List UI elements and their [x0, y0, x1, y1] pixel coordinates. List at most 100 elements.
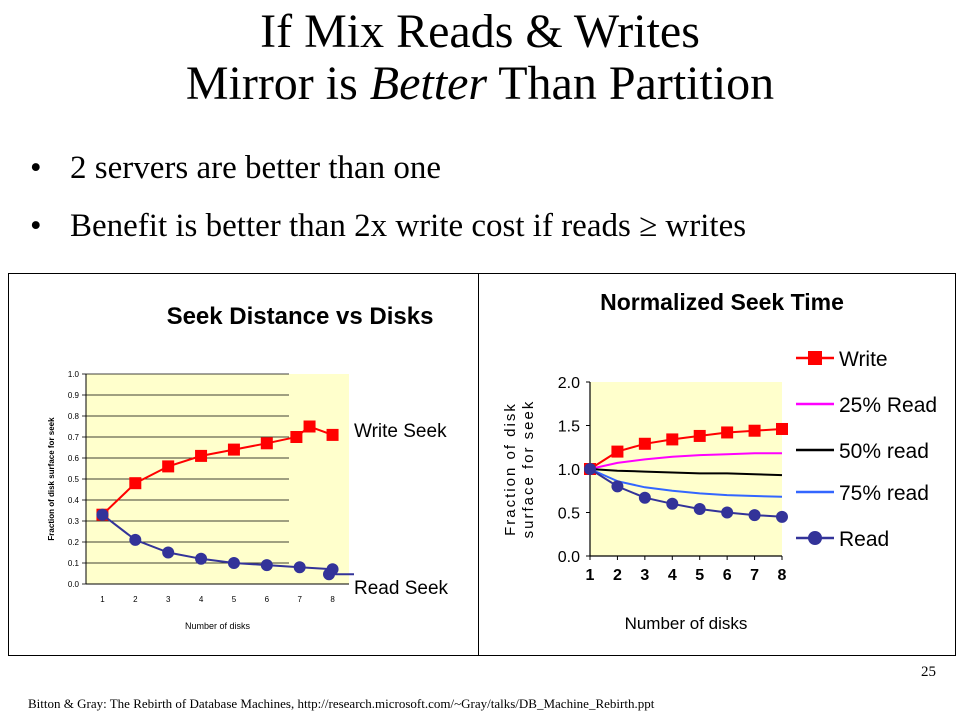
series-line-25pct-read — [589, 452, 782, 470]
data-point-read — [776, 510, 788, 523]
bullet-text: Benefit is better than 2x write cost if … — [70, 208, 747, 244]
legend-label-25pct-read: 25% Read — [839, 394, 937, 417]
x-tick-label: 8 — [330, 595, 335, 604]
x-tick-label: 5 — [695, 567, 704, 584]
x-tick-label: 2 — [613, 567, 622, 584]
data-point-write — [611, 445, 624, 458]
y-tick-label: 0.5 — [558, 506, 580, 523]
bullet-item: • Benefit is better than 2x write cost if… — [30, 208, 746, 244]
data-point-read — [638, 491, 651, 504]
y-tick-label: 0.0 — [68, 580, 80, 589]
plot-area — [590, 382, 782, 556]
x-tick-label: 1 — [586, 567, 595, 584]
y-tick-label: 0.5 — [68, 475, 80, 484]
title-line-2: Mirror is Better Than Partition — [0, 58, 960, 110]
data-point-read — [748, 509, 761, 522]
series-line-50pct-read — [589, 468, 783, 477]
data-point-write — [638, 437, 651, 450]
x-tick-label: 1 — [100, 595, 105, 604]
legend-label-read: Read — [839, 528, 889, 551]
series-label: Read Seek — [354, 578, 449, 599]
slide-title: If Mix Reads & Writes Mirror is Better T… — [0, 6, 960, 110]
x-tick-label: 7 — [750, 567, 759, 584]
legend-label-75pct-read: 75% read — [839, 482, 929, 505]
data-point-write-seek — [326, 428, 339, 441]
x-tick-label: 4 — [199, 595, 204, 604]
data-point-read-seek — [260, 559, 273, 572]
y-tick-label: 0.0 — [558, 549, 580, 566]
data-point-read — [721, 506, 734, 519]
data-point-write-seek — [129, 477, 142, 490]
y-tick-label: 0.1 — [68, 559, 80, 568]
y-tick-label: 0.9 — [68, 391, 80, 400]
y-tick-label: 1.0 — [558, 462, 580, 479]
data-point-write — [748, 424, 761, 437]
y-tick-label: 0.4 — [68, 496, 80, 505]
data-point-write-seek — [195, 449, 208, 462]
data-point-write — [666, 433, 679, 446]
data-point-write-seek — [303, 420, 316, 433]
x-tick-label: 3 — [640, 567, 649, 584]
title-emphasis: Better — [369, 57, 488, 110]
title-line-1: If Mix Reads & Writes — [260, 5, 700, 58]
y-axis-label-line-2: surface for seek — [520, 400, 537, 539]
data-point-write-seek — [260, 437, 273, 450]
bullet-icon: • — [30, 150, 42, 186]
series-label: Write Seek — [354, 421, 447, 442]
data-point-read — [611, 480, 624, 493]
legend-marker-write — [808, 351, 822, 365]
x-tick-label: 5 — [232, 595, 237, 604]
x-axis-label: Number of disks — [625, 614, 748, 633]
y-axis-label: Fraction of disk surface for seek — [47, 417, 56, 541]
citation-footer: Bitton & Gray: The Rebirth of Database M… — [28, 696, 655, 711]
data-point-write-seek — [227, 443, 240, 456]
data-point-write-seek — [162, 460, 175, 473]
title-line-2-start: Mirror is — [185, 57, 370, 110]
title-line-2-end: Than Partition — [487, 57, 775, 110]
legend-marker — [323, 568, 335, 581]
data-point-read-seek — [96, 508, 109, 521]
slide-number: 25 — [921, 664, 936, 680]
y-tick-label: 1.5 — [558, 419, 580, 436]
legend-marker-read — [808, 531, 822, 545]
y-tick-label: 0.2 — [68, 538, 80, 547]
y-tick-label: 0.6 — [68, 454, 80, 463]
x-tick-label: 4 — [668, 567, 677, 584]
y-tick-label: 1.0 — [68, 370, 80, 379]
bullet-icon: • — [30, 208, 42, 244]
x-tick-label: 3 — [166, 595, 171, 604]
legend-label-50pct-read: 50% read — [839, 440, 929, 463]
data-point-read-seek — [162, 546, 175, 559]
data-point-read-seek — [227, 557, 240, 569]
data-point-read — [693, 503, 706, 516]
normalized-seek-time-chart-svg: Normalized Seek Time 0.0 0.5 1.0 1.5 2.0 1 2 3 4 5… — [502, 289, 937, 633]
y-tick-label: 0.8 — [68, 412, 80, 421]
legend-label-write: Write — [839, 348, 888, 371]
x-tick-label: 2 — [133, 595, 138, 604]
data-point-read-seek — [195, 552, 208, 565]
series-line-75pct-read — [589, 468, 783, 498]
x-tick-label: 6 — [723, 567, 732, 584]
x-axis-label: Number of disks — [185, 621, 251, 631]
x-tick-label: 7 — [297, 595, 302, 604]
x-tick-label: 6 — [265, 595, 270, 604]
x-tick-label: 8 — [778, 567, 787, 584]
data-point-read — [666, 497, 679, 510]
data-point-write — [776, 422, 788, 435]
seek-distance-chart-svg: Seek Distance vs Disks 0.0 0.1 0.2 0.3 0.4 0.5… — [47, 303, 449, 631]
normalized-seek-time-chart: Normalized Seek Time 0.0 0.5 1.0 1.5 2.0 1 2 3 4 5… — [478, 273, 956, 656]
y-tick-label: 0.7 — [68, 433, 80, 442]
bullet-item: • 2 servers are better than one — [30, 150, 746, 186]
bullet-list: • 2 servers are better than one • Benefit … — [30, 150, 746, 266]
data-point-write — [721, 426, 734, 439]
chart-title: Seek Distance vs Disks — [167, 303, 434, 330]
seek-distance-chart: Seek Distance vs Disks 0.0 0.1 0.2 0.3 0.4 0.5… — [8, 273, 479, 656]
bullet-text: 2 servers are better than one — [70, 150, 442, 186]
data-point-write-seek — [290, 431, 303, 443]
data-point-write — [693, 429, 706, 442]
y-tick-label: 0.3 — [68, 517, 80, 526]
chart-title: Normalized Seek Time — [600, 289, 844, 315]
data-point-read — [584, 463, 596, 475]
data-point-read-seek — [293, 561, 306, 574]
data-point-read-seek — [129, 533, 142, 546]
